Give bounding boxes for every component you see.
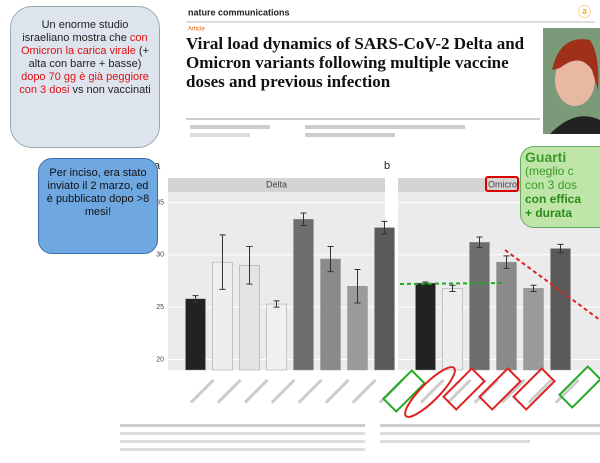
y-tick-label: 25: [156, 304, 164, 311]
panel-label: b: [384, 160, 390, 172]
bar: [443, 288, 463, 370]
bar: [416, 283, 436, 370]
journal-name: nature communications: [188, 7, 290, 17]
callout-line: con effica: [525, 192, 600, 206]
y-tick-label: 20: [156, 356, 164, 363]
meta-line: [305, 125, 465, 129]
y-tick-label: 30: [156, 252, 164, 259]
x-tick-label-placeholder: [528, 379, 553, 404]
bar: [294, 219, 314, 370]
x-tick-label-placeholder: [244, 379, 269, 404]
bar: [321, 259, 341, 370]
x-tick-label-placeholder: [298, 379, 323, 404]
bar: [524, 288, 544, 370]
bar: [267, 304, 287, 370]
caption-line: [380, 440, 530, 443]
green-label-box: [559, 366, 600, 407]
meta-line: [190, 133, 250, 137]
oa-icon: ⓐ: [578, 4, 591, 19]
caption-line: [120, 424, 365, 427]
meta-line: [305, 133, 395, 137]
caption-line: [380, 424, 600, 427]
panel-strip-title: Delta: [266, 179, 287, 189]
callout-heading: Guarti: [525, 150, 600, 164]
x-tick-label-placeholder: [217, 379, 242, 404]
x-tick-label-placeholder: [555, 379, 580, 404]
section-label: Article: [188, 27, 205, 33]
caption-line: [120, 448, 365, 451]
bar: [551, 249, 571, 370]
right-callout: Guarti (meglio c con 3 dos con effica + …: [520, 146, 600, 228]
study-callout: Un enorme studio israeliano mostra che c…: [10, 6, 160, 148]
panel-strip-title: Omicron: [488, 179, 522, 189]
caption-line: [120, 432, 365, 435]
x-tick-label-placeholder: [190, 379, 215, 404]
paper-title-box: Viral load dynamics of SARS-CoV-2 Delta …: [186, 34, 536, 114]
callout-line: con 3 dos: [525, 178, 600, 192]
bar: [375, 228, 395, 370]
red-label-box: [513, 368, 554, 409]
red-label-box: [443, 368, 484, 409]
callout-line: (meglio c: [525, 164, 600, 178]
paper-title: Viral load dynamics of SARS-CoV-2 Delta …: [186, 34, 536, 91]
x-tick-label-placeholder: [271, 379, 296, 404]
x-tick-label-placeholder: [501, 379, 526, 404]
page: { "paper": { "journal": "nature communic…: [0, 0, 600, 463]
callout-text: vs non vaccinati: [69, 84, 150, 96]
bar: [497, 262, 517, 370]
meta-line: [190, 125, 270, 129]
note-callout: Per inciso, era stato inviato il 2 marzo…: [38, 158, 158, 254]
caption-line: [380, 432, 600, 435]
callout-line: + durata: [525, 206, 600, 220]
callout-text: Un enorme studio israeliano mostra che: [22, 19, 130, 44]
caption-line: [120, 440, 365, 443]
bar: [470, 242, 490, 370]
x-tick-label-placeholder: [325, 379, 350, 404]
x-tick-label-placeholder: [352, 379, 377, 404]
bar: [186, 299, 206, 370]
